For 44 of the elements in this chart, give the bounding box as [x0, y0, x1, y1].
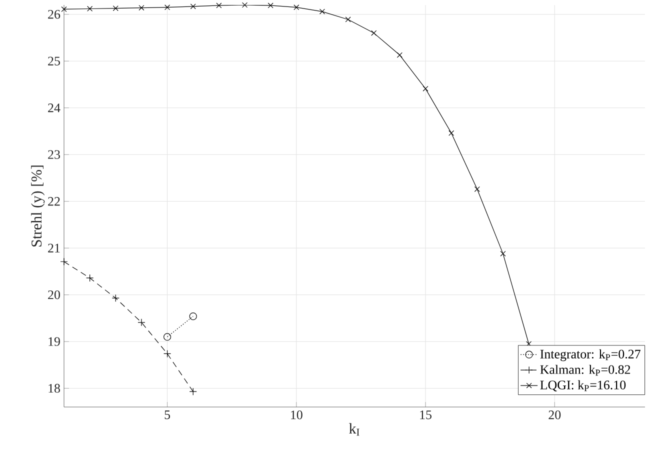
point — [371, 30, 377, 36]
x-tick-label: 10 — [291, 410, 302, 420]
y-tick-label: 20 — [48, 290, 60, 300]
point — [86, 274, 94, 282]
point — [268, 2, 274, 8]
x-tick-label: 20 — [548, 410, 561, 420]
y-tick-label: 23 — [48, 150, 60, 159]
y-tick-label: 21 — [48, 244, 60, 252]
x-axis-title: k$_{I}$ — [349, 423, 360, 436]
point — [474, 186, 480, 192]
y-axis-title: Strehl (y) [%] — [31, 166, 45, 246]
point — [87, 6, 93, 12]
point — [448, 130, 454, 136]
y-tick-label: 25 — [48, 56, 60, 66]
point — [189, 388, 197, 396]
point — [396, 52, 402, 58]
point — [112, 294, 120, 302]
point — [294, 4, 300, 10]
point — [164, 333, 172, 341]
legend-label: LQGI: k$_{P}$=16.10 — [540, 380, 626, 392]
y-tick-label: 26 — [48, 10, 60, 19]
point — [112, 6, 118, 12]
point — [216, 2, 222, 8]
y-tick-label: 22 — [48, 197, 60, 206]
point — [138, 318, 146, 326]
point — [189, 312, 197, 320]
x-tick-label: 15 — [420, 410, 432, 420]
point — [319, 8, 325, 14]
point — [345, 16, 351, 22]
point — [500, 250, 506, 256]
x-tick-label: 5 — [164, 410, 170, 420]
point — [138, 5, 144, 11]
point — [190, 4, 196, 10]
legend-label: Kalman: k$_{P}$=0.82 — [540, 364, 630, 376]
legend-label: Integrator: k$_{P}$=0.27 — [540, 349, 640, 362]
point — [164, 4, 170, 10]
point — [61, 6, 67, 12]
y-tick-label: 19 — [48, 337, 60, 346]
point — [60, 258, 68, 266]
y-tick-label: 18 — [48, 384, 60, 393]
point — [242, 2, 248, 8]
point — [164, 350, 172, 358]
point — [422, 86, 428, 92]
y-tick-label: 24 — [48, 104, 60, 112]
